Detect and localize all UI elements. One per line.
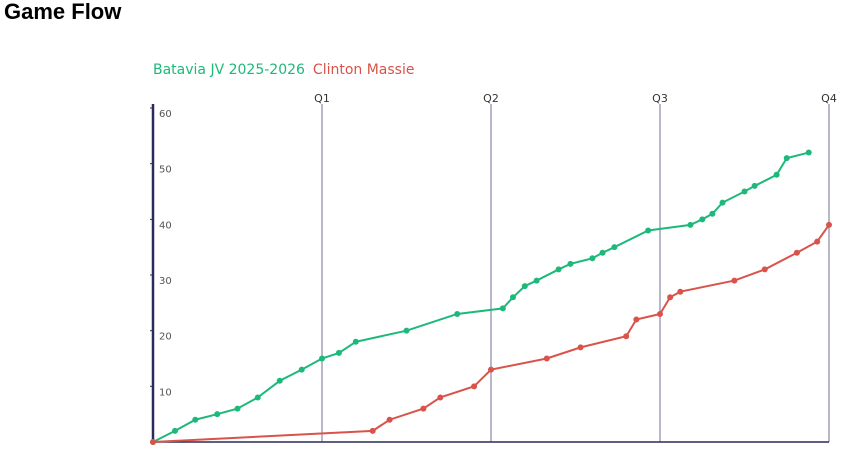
data-point (657, 310, 663, 317)
data-point (719, 199, 726, 206)
data-point (814, 238, 821, 245)
data-point (677, 288, 684, 295)
x-tick-label: Q2 (483, 92, 499, 105)
data-point (192, 416, 199, 423)
data-point (276, 377, 283, 384)
data-point (667, 294, 674, 301)
data-point (454, 310, 461, 317)
data-point (805, 149, 812, 156)
y-tick-label: 10 (159, 387, 172, 398)
data-point (319, 355, 325, 362)
data-point (761, 266, 768, 273)
data-point (751, 182, 758, 189)
chart-title: Game Flow (4, 0, 122, 24)
x-tick-label: Q1 (314, 92, 330, 105)
y-tick-label: 60 (159, 109, 172, 120)
data-point (403, 327, 410, 334)
data-point (352, 338, 359, 345)
data-point (623, 333, 630, 340)
data-point (150, 439, 156, 445)
series-line (152, 151, 809, 443)
data-point (741, 188, 748, 195)
data-point (567, 260, 574, 267)
data-point (633, 316, 640, 323)
y-tick-label: 40 (159, 220, 172, 231)
data-point (214, 411, 221, 418)
x-tick-label: Q3 (652, 92, 668, 105)
data-point (599, 249, 606, 256)
data-point (589, 255, 596, 262)
data-point (386, 416, 393, 423)
data-point (171, 427, 178, 434)
y-tick-label: 20 (159, 332, 172, 343)
legend-entry: Clinton Massie (313, 62, 415, 78)
data-point (488, 366, 494, 373)
data-point (793, 249, 800, 256)
data-point (521, 283, 528, 290)
data-point (471, 383, 478, 390)
x-tick-label: Q4 (821, 92, 837, 105)
data-point (335, 349, 342, 356)
data-point (773, 171, 780, 178)
data-point (437, 394, 444, 401)
data-point (254, 394, 261, 401)
data-point (611, 244, 618, 251)
data-point (555, 266, 562, 273)
data-point (783, 155, 790, 162)
data-point (699, 216, 706, 223)
data-point (577, 344, 584, 351)
legend-entry: Batavia JV 2025-2026 (153, 62, 305, 78)
data-point (826, 221, 832, 228)
data-point (645, 227, 652, 234)
data-point (543, 355, 550, 362)
data-point (234, 405, 241, 412)
data-point (687, 221, 694, 228)
y-tick-label: 30 (159, 276, 172, 287)
data-point (420, 405, 427, 412)
y-tick-label: 50 (159, 165, 172, 176)
data-point (298, 366, 305, 373)
data-point (369, 427, 376, 434)
data-point (509, 294, 516, 301)
data-point (709, 210, 716, 217)
data-point (533, 277, 540, 284)
data-point (731, 277, 738, 284)
data-point (499, 305, 506, 312)
